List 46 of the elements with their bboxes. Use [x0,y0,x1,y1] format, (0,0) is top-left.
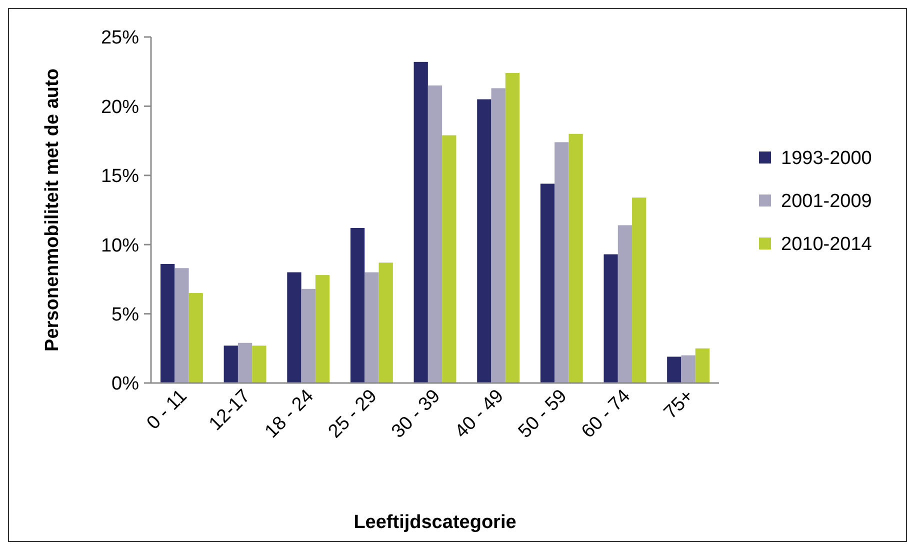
bar [442,135,456,383]
bar [364,272,379,383]
legend-label: 2010-2014 [781,234,872,256]
bar [378,262,393,383]
legend-label: 1993-2000 [781,148,872,170]
bar [160,264,175,383]
bar [477,99,492,383]
x-tick-label: 25 - 29 [324,386,382,442]
bar [632,198,646,383]
bar [681,355,696,383]
x-axis-title: Leeftijdscategorie [354,512,516,533]
bar [604,254,618,383]
x-tick-label: 50 - 59 [514,386,572,442]
y-tick-label: 0% [112,374,140,395]
x-tick-label: 75+ [660,386,698,424]
bar [224,346,238,383]
y-tick-label: 15% [100,166,140,188]
bar [301,288,316,383]
bar [618,225,632,383]
bar [350,228,365,383]
y-tick-label: 10% [100,235,140,256]
y-tick-label: 20% [100,96,140,118]
bar [695,348,710,383]
x-tick-label: 18 - 24 [261,385,318,442]
x-tick-label: 30 - 39 [388,386,445,442]
y-tick-label: 5% [112,304,140,326]
bar [174,268,189,383]
bar [554,142,569,383]
y-axis-title: Personenmobiliteit met de auto [42,68,63,352]
bar [252,346,266,383]
y-tick-label: 25% [100,28,140,49]
bar [287,272,302,383]
bar [414,62,428,383]
legend-label: 2001-2009 [781,191,872,212]
bar [540,184,555,383]
bar [188,293,203,383]
bar [428,85,442,383]
bar [238,342,252,383]
bar [667,356,682,383]
x-tick-label: 60 - 74 [578,385,635,442]
x-tick-label: 0 - 11 [143,386,192,434]
bar [505,72,520,383]
bar [568,134,583,383]
x-tick-label: 40 - 49 [451,386,508,442]
bar [315,275,330,383]
bar [491,88,506,383]
